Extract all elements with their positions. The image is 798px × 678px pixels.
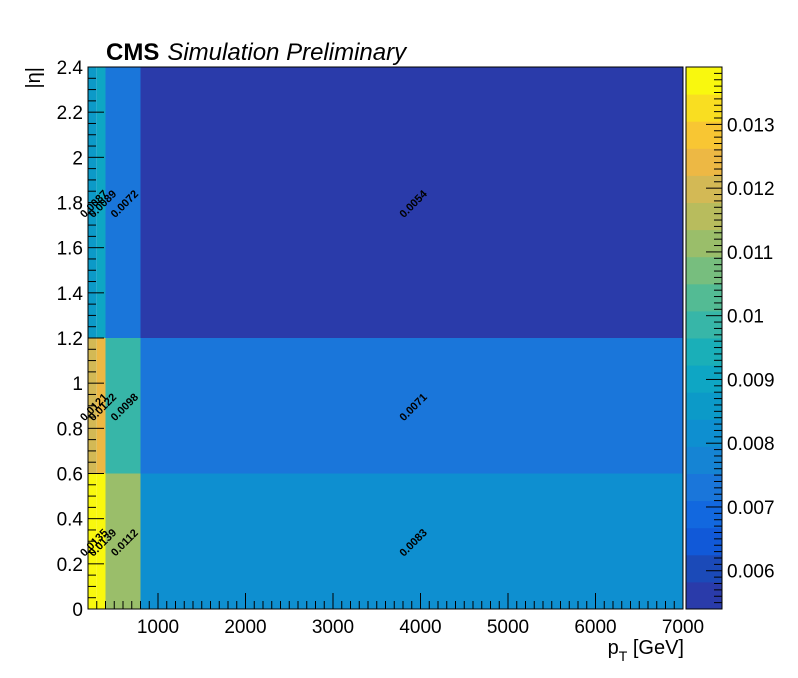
colorbar-frame <box>685 66 723 610</box>
colorbar-segment <box>686 500 722 529</box>
colorbar-segment <box>686 473 722 502</box>
colorbar-tick-label: 0.011 <box>727 243 773 264</box>
heatmap-cell <box>105 67 141 338</box>
colorbar-tick-label: 0.009 <box>727 370 775 391</box>
colorbar-segment <box>686 148 722 176</box>
heatmap-cell <box>96 338 106 474</box>
x-tick-label: 4000 <box>399 617 441 638</box>
heatmap-cell <box>105 338 141 474</box>
y-tick-label: 1.4 <box>57 284 84 305</box>
x-tick-labels: 1000 2000 3000 4000 5000 6000 7000 <box>137 617 704 638</box>
colorbar-tick-label: 0.006 <box>727 562 775 583</box>
y-tick-label: 2.2 <box>57 103 83 124</box>
colorbar-ticks <box>706 72 722 604</box>
colorbar-segment <box>686 446 722 474</box>
heatmap-cell <box>140 473 683 609</box>
y-axis-title: |η| <box>23 67 45 89</box>
colorbar-tick-label: 0.008 <box>727 434 775 455</box>
x-tick-label: 6000 <box>574 617 616 638</box>
colorbar-segment <box>686 554 722 583</box>
colorbar-segment <box>686 121 722 149</box>
colorbar-tick-label: 0.007 <box>727 498 775 519</box>
x-tick-label: 5000 <box>487 617 529 638</box>
y-tick-label: 2.4 <box>57 58 84 79</box>
x-tick-label: 1000 <box>137 617 179 638</box>
x-tick-label: 2000 <box>224 617 266 638</box>
y-tick-label: 1 <box>72 374 83 395</box>
y-tick-label: 1.6 <box>57 239 83 260</box>
heatmap-cell <box>105 473 141 609</box>
colorbar-segment <box>686 338 722 366</box>
y-tick-label: 0.4 <box>57 510 84 531</box>
y-tick-labels: 0 0.2 0.4 0.6 0.8 1 1.2 1.4 1.6 1.8 2 2.2 2.4 <box>57 58 84 621</box>
y-tick-label: 0 <box>72 600 83 621</box>
x-tick-label: 3000 <box>312 617 354 638</box>
colorbar-tick-label: 0.012 <box>727 179 775 200</box>
y-tick-label: 0.8 <box>57 419 83 440</box>
heatmap-cell <box>140 338 683 474</box>
colorbar-tick-label: 0.013 <box>727 115 775 136</box>
colorbar <box>686 67 722 610</box>
colorbar-segment <box>686 256 722 285</box>
colorbar-segment <box>686 283 722 312</box>
heatmap-cells <box>88 67 683 609</box>
y-tick-label: 1.8 <box>57 194 83 215</box>
y-tick-label: 1.2 <box>57 329 83 350</box>
heatmap-cell <box>140 67 683 338</box>
y-tick-label: 0.6 <box>57 465 83 486</box>
colorbar-tick-labels: 0.006 0.007 0.008 0.009 0.01 0.011 0.012 0.013 <box>727 115 775 582</box>
heatmap-cell <box>96 473 106 609</box>
colorbar-segment <box>686 67 722 95</box>
colorbar-segment <box>686 365 722 393</box>
colorbar-segment <box>686 392 722 420</box>
y-tick-label: 2 <box>72 148 83 169</box>
colorbar-segment <box>686 175 722 203</box>
cms-header: CMS Simulation Preliminary <box>106 39 408 66</box>
colorbar-segment <box>686 581 722 610</box>
y-tick-label: 0.2 <box>57 555 83 576</box>
colorbar-tick-label: 0.01 <box>727 307 764 328</box>
colorbar-segment <box>686 229 722 258</box>
axis-ticks <box>88 66 684 610</box>
x-axis-title: pT [GeV] <box>608 637 684 664</box>
x-tick-label: 7000 <box>662 617 704 638</box>
